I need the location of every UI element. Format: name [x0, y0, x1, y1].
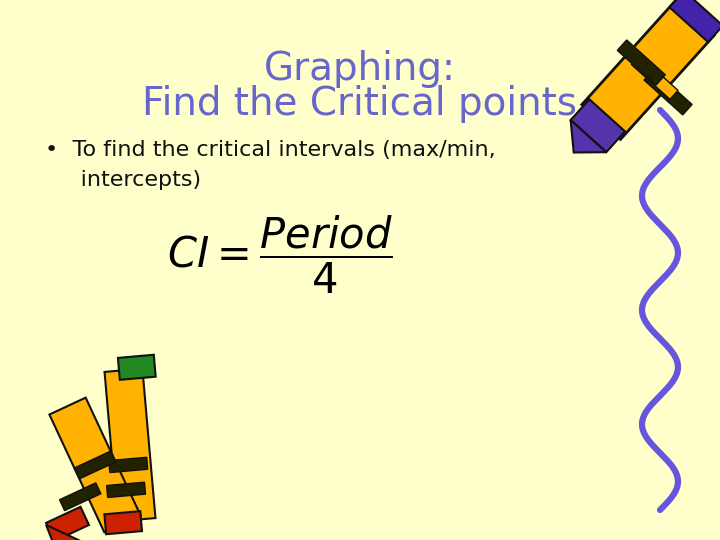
Polygon shape [571, 120, 606, 152]
Polygon shape [644, 70, 692, 115]
Polygon shape [631, 56, 678, 99]
Polygon shape [107, 482, 145, 497]
Polygon shape [46, 507, 89, 540]
Polygon shape [104, 369, 156, 522]
Polygon shape [571, 99, 625, 152]
Polygon shape [118, 355, 156, 380]
Polygon shape [60, 483, 101, 511]
Polygon shape [617, 40, 665, 85]
Text: $CI = \dfrac{Period}{4}$: $CI = \dfrac{Period}{4}$ [167, 214, 393, 296]
Polygon shape [50, 397, 140, 532]
Text: Graphing:: Graphing: [264, 50, 456, 88]
Polygon shape [582, 1, 714, 139]
Polygon shape [46, 525, 81, 540]
Text: Find the Critical points: Find the Critical points [143, 85, 577, 123]
Polygon shape [74, 451, 116, 479]
Polygon shape [104, 511, 142, 534]
Text: •  To find the critical intervals (max/min,
     intercepts): • To find the critical intervals (max/mi… [45, 140, 495, 190]
Polygon shape [109, 457, 148, 472]
Polygon shape [670, 0, 720, 42]
